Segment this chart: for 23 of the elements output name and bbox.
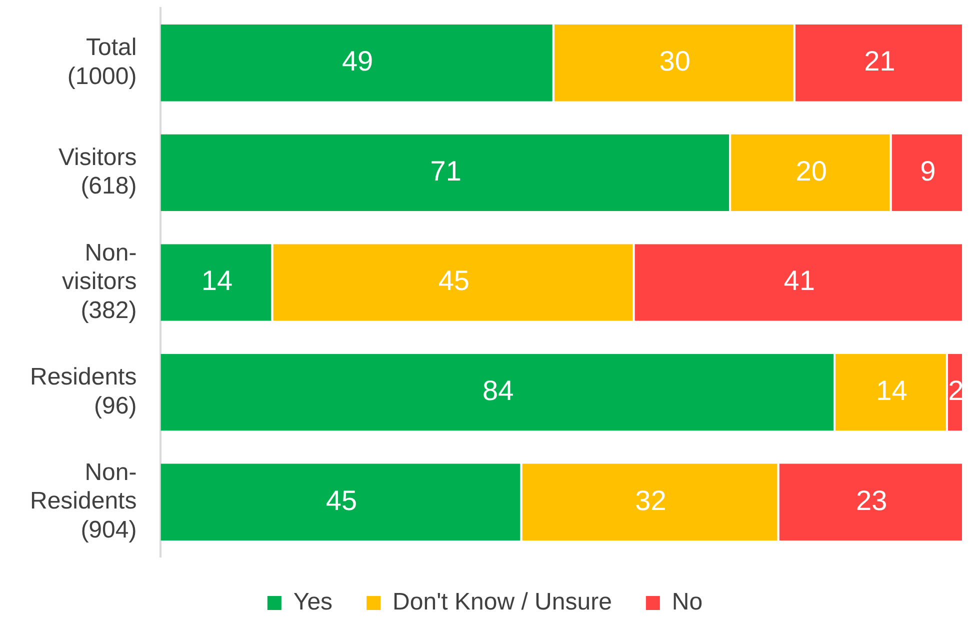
- data-label: 20: [796, 155, 827, 186]
- data-label: 41: [784, 265, 815, 296]
- data-label: 45: [438, 265, 470, 296]
- y-tick-label: Visitors (618): [58, 144, 137, 200]
- data-label: 2: [948, 375, 964, 406]
- y-tick-label: Residents (96): [30, 364, 137, 420]
- data-label: 14: [201, 265, 233, 296]
- y-tick-label: Non- visitors (382): [62, 239, 137, 324]
- y-tick-label: Non- Residents (904): [30, 458, 137, 544]
- data-label: 30: [659, 46, 690, 77]
- data-label: 32: [635, 484, 666, 516]
- legend-label: Don't Know / Unsure: [392, 588, 612, 616]
- data-label: 23: [856, 484, 888, 516]
- legend-label: Yes: [293, 588, 333, 616]
- data-label: 14: [876, 375, 908, 406]
- data-label: 49: [342, 46, 374, 77]
- legend-label: No: [672, 588, 703, 616]
- data-label: 84: [482, 375, 514, 406]
- data-label: 9: [920, 155, 936, 186]
- data-label: 71: [430, 155, 462, 186]
- y-tick-label: Total (1000): [67, 34, 137, 90]
- data-label: 45: [326, 484, 358, 516]
- data-label: 21: [864, 46, 896, 77]
